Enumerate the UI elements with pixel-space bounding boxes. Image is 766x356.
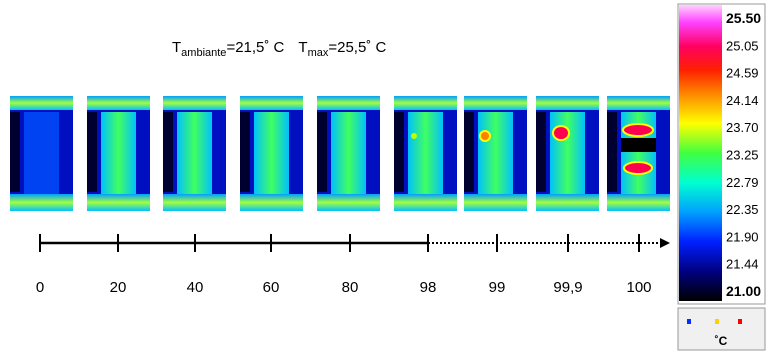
colorbar-label: 22.79 [726,175,759,190]
bottom-band [240,194,303,211]
dot [738,319,742,324]
thermal-image [394,96,457,211]
body [101,112,136,194]
tick-label: 80 [342,279,359,296]
split [621,138,656,152]
top-band [10,96,73,110]
left-edge [536,112,546,192]
bottom-band [10,194,73,211]
left-edge [163,112,173,192]
thermal-image [87,96,150,211]
left-edge [394,112,404,192]
thermal-image [163,96,226,211]
thermal-image [10,96,73,211]
top-band [87,96,150,110]
hot-spot [480,131,490,141]
top-band [394,96,457,110]
hot-spot [623,124,653,136]
body [24,112,59,194]
colorbar-label: 25.05 [726,38,759,53]
colorbar-label: 21.00 [726,283,761,299]
tick-label: 100 [626,279,651,296]
hot-spot [553,126,569,140]
tick-label: 98 [420,279,437,296]
body [478,112,513,194]
tick-label: 60 [263,279,280,296]
thermal-image [607,96,670,211]
body [550,112,585,194]
top-band [464,96,527,110]
thermal-image [536,96,599,211]
bottom-band [464,194,527,211]
colorbar-label: 23.25 [726,148,759,163]
dot [715,319,719,324]
colorbar-labels: 25.50 25.05 24.59 24.14 23.70 23.25 22.79 22.35… [726,10,761,299]
hot-spot [411,133,417,139]
body [408,112,443,194]
top-band [607,96,670,110]
left-edge [464,112,474,192]
arrowhead [660,238,670,248]
dot [687,319,691,324]
thermal-image [464,96,527,211]
colorbar-label: 21.90 [726,229,759,244]
top-band [317,96,380,110]
hot-spot [624,162,652,174]
body [254,112,289,194]
colorbar-label: 22.35 [726,202,759,217]
bottom-band [394,194,457,211]
colorbar-label: 25.50 [726,10,761,26]
unit: ˚C [715,334,728,348]
left-edge [10,112,20,192]
bottom-band [87,194,150,211]
body [177,112,212,194]
left-edge [87,112,97,192]
bottom-band [607,194,670,211]
body [331,112,366,194]
timeline [40,238,670,248]
left-edge [317,112,327,192]
top-band [536,96,599,110]
tick-label: 99,9 [553,279,582,296]
tick-label: 99 [489,279,506,296]
bottom-band [536,194,599,211]
tick-label: 40 [187,279,204,296]
left-edge [607,112,617,192]
colorbar-label: 24.59 [726,66,759,81]
thermal-images [10,96,670,211]
bottom-band [163,194,226,211]
thermal-image [317,96,380,211]
tick-label: 20 [110,279,127,296]
figure: Tambiante=21,5˚ CTmax=25,5˚ C 0 20 40 60 80 9… [0,0,766,351]
colorbar-label: 24.14 [726,93,759,108]
colorbar-label: 23.70 [726,120,759,135]
top-band [240,96,303,110]
colorbar [679,5,722,301]
thermal-image [240,96,303,211]
colorbar-label: 21.44 [726,257,759,272]
tick-label: 0 [36,279,44,296]
bottom-band [317,194,380,211]
top-band [163,96,226,110]
left-edge [240,112,250,192]
